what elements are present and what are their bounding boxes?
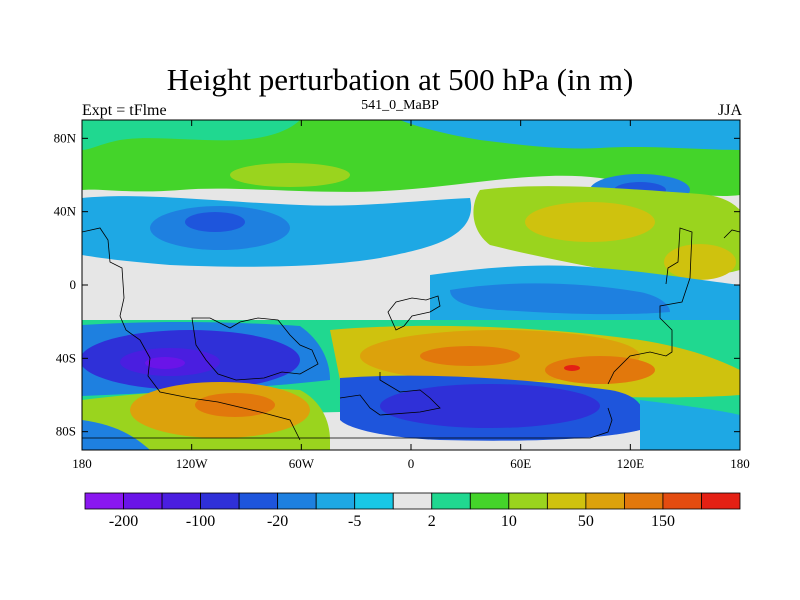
colorbar-label: -100 xyxy=(186,513,215,530)
colorbar-swatch xyxy=(354,492,394,510)
coastlines xyxy=(82,227,740,441)
colorbar-swatch xyxy=(701,492,741,510)
colorbar-swatch xyxy=(624,492,664,510)
colorbar-swatch xyxy=(123,492,163,510)
colorbar-swatch xyxy=(585,492,625,510)
colorbar-label: 50 xyxy=(578,513,594,530)
x-tick-label: 60E xyxy=(510,456,531,471)
colorbar-swatch xyxy=(315,492,356,510)
plot-title: Height perturbation at 500 hPa (in m) xyxy=(166,62,634,97)
x-tick-label: 120W xyxy=(176,456,209,471)
y-axis-ticks: 80N 40N 0 40S 80S xyxy=(54,130,740,439)
colorbar-swatch xyxy=(392,492,433,510)
colorbar-swatch xyxy=(431,492,471,510)
colorbar-swatch xyxy=(161,492,201,510)
x-axis-ticks: 180 120W 60W 0 60E 120E 180 xyxy=(72,120,750,471)
colorbar-swatch xyxy=(469,492,510,510)
colorbar-label: -5 xyxy=(348,513,361,530)
y-tick-label: 80S xyxy=(56,424,76,439)
colorbar-label: 2 xyxy=(428,513,436,530)
colorbar-label: -20 xyxy=(267,513,288,530)
x-tick-label: 60W xyxy=(289,456,315,471)
colorbar-swatch xyxy=(277,492,317,510)
colorbar-swatch xyxy=(662,492,702,510)
southern-polar-band xyxy=(82,375,740,450)
y-tick-label: 80N xyxy=(54,130,77,145)
x-tick-label: 180 xyxy=(72,456,92,471)
season-label: JJA xyxy=(717,102,742,119)
period-label: 541_0_MaBP xyxy=(361,98,439,113)
colorbar-swatch xyxy=(200,492,240,510)
colorbar-label: -200 xyxy=(109,513,138,530)
x-tick-label: 120E xyxy=(617,456,645,471)
y-tick-label: 40N xyxy=(54,204,77,219)
colorbar-swatch xyxy=(238,492,279,510)
y-tick-label: 0 xyxy=(70,277,77,292)
colorbar-label: 150 xyxy=(651,513,675,530)
x-tick-label: 0 xyxy=(408,456,415,471)
experiment-label: Expt = tFlme xyxy=(82,102,167,119)
contour-field xyxy=(82,120,740,450)
y-tick-label: 40S xyxy=(56,350,76,365)
colorbar-label: 10 xyxy=(501,513,517,530)
tropical-band xyxy=(82,262,740,330)
colorbar-swatch xyxy=(84,492,124,510)
colorbar: -200 -100 -20 -5 2 10 50 150 xyxy=(84,492,741,530)
colorbar-swatch xyxy=(508,492,548,510)
northern-midlat-band xyxy=(82,186,740,280)
colorbar-swatch xyxy=(546,492,587,510)
x-tick-label: 180 xyxy=(730,456,750,471)
